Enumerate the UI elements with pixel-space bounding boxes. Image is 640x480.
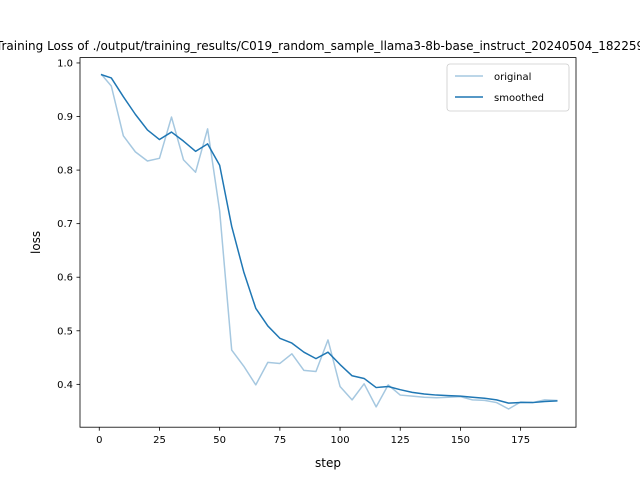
y-tick-label: 0.8 xyxy=(57,166,73,177)
legend-label-smoothed: smoothed xyxy=(494,93,544,104)
x-tick-label: 175 xyxy=(511,435,530,446)
plot-frame xyxy=(79,57,577,428)
x-tick-label: 0 xyxy=(96,435,102,446)
y-tick-label: 0.7 xyxy=(57,219,73,230)
x-tick-label: 100 xyxy=(330,435,349,446)
y-tick-label: 1.0 xyxy=(57,58,73,69)
series-line-smoothed xyxy=(100,73,558,404)
y-tick-label: 0.5 xyxy=(57,326,73,337)
x-tick-label: 25 xyxy=(153,435,166,446)
y-axis: 0.4 0.5 0.6 0.7 0.8 0.9 1.0 xyxy=(57,58,80,391)
legend: original smoothed xyxy=(446,63,570,112)
series-group xyxy=(100,73,558,410)
y-tick-label: 0.9 xyxy=(57,112,73,123)
x-tick-label: 125 xyxy=(391,435,410,446)
x-axis: 0 25 50 75 100 125 150 175 xyxy=(96,427,530,446)
y-tick-label: 0.6 xyxy=(57,273,73,284)
y-axis-label: loss xyxy=(29,231,43,254)
chart-title: Training Loss of ./output/training_resul… xyxy=(0,39,640,53)
x-axis-label: step xyxy=(315,456,341,470)
x-tick-label: 50 xyxy=(213,435,226,446)
x-tick-label: 75 xyxy=(273,435,286,446)
series-line-original xyxy=(100,73,558,410)
y-tick-label: 0.4 xyxy=(57,380,73,391)
legend-label-original: original xyxy=(494,72,531,83)
x-tick-label: 150 xyxy=(451,435,470,446)
